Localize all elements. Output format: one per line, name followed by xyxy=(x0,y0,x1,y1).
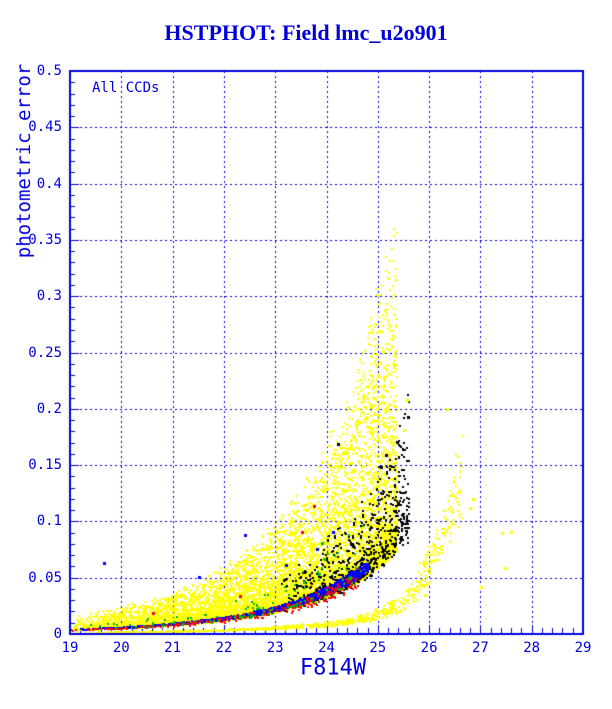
y-tick-label: 0.05 xyxy=(28,569,62,586)
plot-title: HSTPHOT: Field lmc_u2o901 xyxy=(164,20,448,45)
ccd-annotation: All CCDs xyxy=(92,80,160,96)
y-tick-label: 0.2 xyxy=(36,400,62,417)
x-tick-label: 20 xyxy=(112,640,130,656)
x-tick-label: 25 xyxy=(369,640,387,656)
y-axis-label: photometric error xyxy=(13,63,35,259)
y-tick-label: 0 xyxy=(53,626,62,642)
x-tick-label: 21 xyxy=(164,640,182,656)
y-tick-label: 0.1 xyxy=(36,513,62,530)
x-axis-label: F814W xyxy=(299,655,367,681)
y-tick-label: 0.35 xyxy=(28,231,62,248)
x-tick-label: 27 xyxy=(471,640,489,656)
y-tick-label: 0.5 xyxy=(36,63,62,79)
y-tick-label: 0.15 xyxy=(28,457,62,474)
x-tick-label: 23 xyxy=(266,640,284,656)
x-tick-label: 22 xyxy=(215,640,233,656)
y-tick-label: 0.4 xyxy=(36,175,62,192)
x-tick-label: 26 xyxy=(420,640,438,656)
x-tick-label: 29 xyxy=(574,640,592,656)
x-tick-label: 24 xyxy=(318,640,335,656)
y-tick-label: 0.25 xyxy=(28,344,62,361)
x-tick-label: 19 xyxy=(61,640,79,656)
y-tick-label: 0.3 xyxy=(36,288,62,305)
y-tick-label: 0.45 xyxy=(28,119,62,136)
x-tick-label: 28 xyxy=(523,640,541,656)
